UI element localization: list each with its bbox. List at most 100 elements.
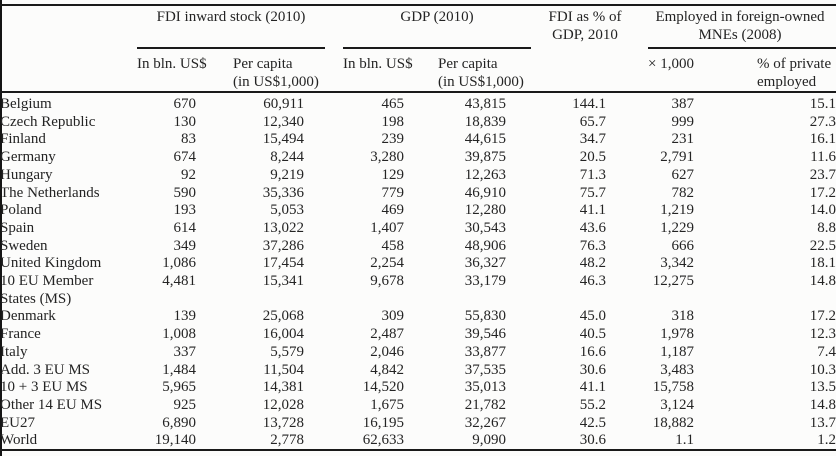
cell-value: 19,140	[154, 432, 196, 449]
cell-value: 10.3	[809, 361, 836, 378]
spanner-rule-gdp	[343, 47, 531, 49]
cell-value: 12,263	[464, 166, 506, 183]
cell-value: 22.5	[809, 237, 836, 254]
cell-value: 13,728	[262, 414, 304, 431]
cell-value: 25,068	[262, 308, 304, 325]
cell-value: 36,327	[464, 255, 506, 272]
table-top-rule	[0, 4, 836, 6]
column-header-line: × 1,000	[648, 56, 694, 72]
cell-value: 1,229	[660, 219, 694, 236]
column-header-line: Per capita	[438, 56, 498, 72]
row-label: 10 + 3 EU MS	[0, 379, 88, 396]
table-bottom-rule	[0, 449, 836, 451]
cell-value: 239	[381, 131, 405, 148]
row-label: Poland	[0, 202, 42, 219]
cell-value: 1,484	[162, 361, 196, 378]
cell-value: 9,219	[270, 166, 304, 183]
cell-value: 1,407	[370, 219, 404, 236]
cell-value: 33,877	[464, 343, 506, 360]
column-header-gdp-bln: In bln. US$	[343, 55, 413, 73]
cell-value: 590	[173, 184, 197, 201]
table-row: Sweden 349 37,286 458 48,906 76.3 666 22.5	[0, 238, 836, 256]
table-row: Add. 3 EU MS 1,484 11,504 4,842 37,535 30.6 3,…	[0, 362, 836, 380]
cell-value: 337	[173, 343, 197, 360]
cell-value: 309	[381, 308, 405, 325]
cell-value: 627	[671, 166, 695, 183]
cell-value: 18,882	[652, 414, 694, 431]
cell-value: 11.6	[810, 149, 836, 166]
row-label: Finland	[0, 131, 46, 148]
cell-value: 2,046	[370, 343, 404, 360]
cell-value: 2,254	[370, 255, 404, 272]
cell-value: 55.2	[579, 396, 606, 413]
cell-value: 18,839	[464, 113, 506, 130]
cell-value: 1,675	[370, 396, 404, 413]
colgroup-header-line: FDI as % of	[548, 9, 622, 25]
cell-value: 2,791	[660, 149, 694, 166]
cell-value: 469	[381, 202, 405, 219]
table-row: Germany 674 8,244 3,280 39,875 20.5 2,791 11.6	[0, 149, 836, 167]
cell-value: 62,633	[362, 432, 404, 449]
cell-value: 8.8	[817, 219, 836, 236]
row-label: Belgium	[0, 96, 52, 112]
row-label: EU27	[0, 414, 35, 431]
colgroup-header-gdp: GDP (2010)	[400, 9, 474, 25]
cell-value: 1,978	[660, 326, 694, 343]
cell-value: 35,013	[464, 379, 506, 396]
cell-value: 666	[671, 237, 695, 254]
column-header-gdp-per-capita: Per capita (in US$1,000)	[438, 55, 524, 91]
column-header-line: employed	[757, 74, 817, 90]
column-header-line: In bln. US$	[137, 56, 207, 72]
table-row: France 1,008 16,004 2,487 39,546 40.5 1,978 12.…	[0, 326, 836, 344]
cell-value: 1.1	[675, 432, 694, 449]
cell-value: 14.8	[809, 273, 836, 290]
table-row: Italy 337 5,579 2,046 33,877 16.6 1,187 7.4	[0, 344, 836, 362]
cell-value: 674	[173, 149, 197, 166]
cell-value: 999	[671, 113, 695, 130]
cell-value: 1,086	[162, 255, 196, 272]
cell-value: 349	[173, 237, 197, 254]
column-header-line: (in US$1,000)	[438, 74, 524, 90]
cell-value: 16.1	[809, 131, 836, 148]
cell-value: 32,267	[464, 414, 506, 431]
cell-value: 12,280	[464, 202, 506, 219]
cell-value: 3,483	[660, 361, 694, 378]
spanner-rule-fdi	[137, 47, 325, 49]
row-label: Add. 3 EU MS	[0, 361, 91, 378]
column-header-line: % of private	[757, 56, 832, 72]
cell-value: 5,053	[270, 202, 304, 219]
cell-value: 48,906	[464, 237, 506, 254]
row-label: Sweden	[0, 237, 48, 254]
cell-value: 42.5	[579, 414, 606, 431]
table-row: Denmark 139 25,068 309 55,830 45.0 318 17.2	[0, 308, 836, 326]
cell-value: 23.7	[809, 166, 836, 183]
colgroup-header-line: MNEs (2008)	[698, 27, 782, 43]
table-row: United Kingdom 1,086 17,454 2,254 36,327 48.2…	[0, 255, 836, 273]
cell-value: 60,911	[263, 96, 304, 112]
row-label: The Netherlands	[0, 184, 100, 201]
cell-value: 1,219	[660, 202, 694, 219]
table-row: The Netherlands 590 35,336 779 46,910 75.7 782…	[0, 185, 836, 203]
row-label: Hungary	[0, 166, 53, 183]
row-label: Germany	[0, 149, 56, 166]
cell-value: 27.3	[809, 113, 836, 130]
cell-value: 465	[381, 96, 405, 112]
cell-value: 71.3	[579, 166, 606, 183]
row-label: World	[0, 432, 38, 449]
cell-value: 6,890	[162, 414, 196, 431]
cell-value: 17,454	[262, 255, 304, 272]
table-row: EU27 6,890 13,728 16,195 32,267 42.5 18,882 13.…	[0, 415, 836, 433]
table-row: Czech Republic 130 12,340 198 18,839 65.7 999 2…	[0, 114, 836, 132]
column-header-line: In bln. US$	[343, 56, 413, 72]
table-header-rule	[0, 91, 836, 93]
colgroup-header-fdi-pct-gdp: FDI as % of GDP, 2010	[523, 8, 647, 44]
row-label: Spain	[0, 219, 35, 236]
table-row: Finland 83 15,494 239 44,615 34.7 231 16.1	[0, 131, 836, 149]
cell-value: 198	[381, 113, 405, 130]
cell-value: 614	[173, 219, 197, 236]
cell-value: 16,004	[262, 326, 304, 343]
cell-value: 15,494	[262, 131, 304, 148]
cell-value: 12,275	[652, 273, 694, 290]
cell-value: 76.3	[579, 237, 606, 254]
cell-value: 33,179	[464, 273, 506, 290]
